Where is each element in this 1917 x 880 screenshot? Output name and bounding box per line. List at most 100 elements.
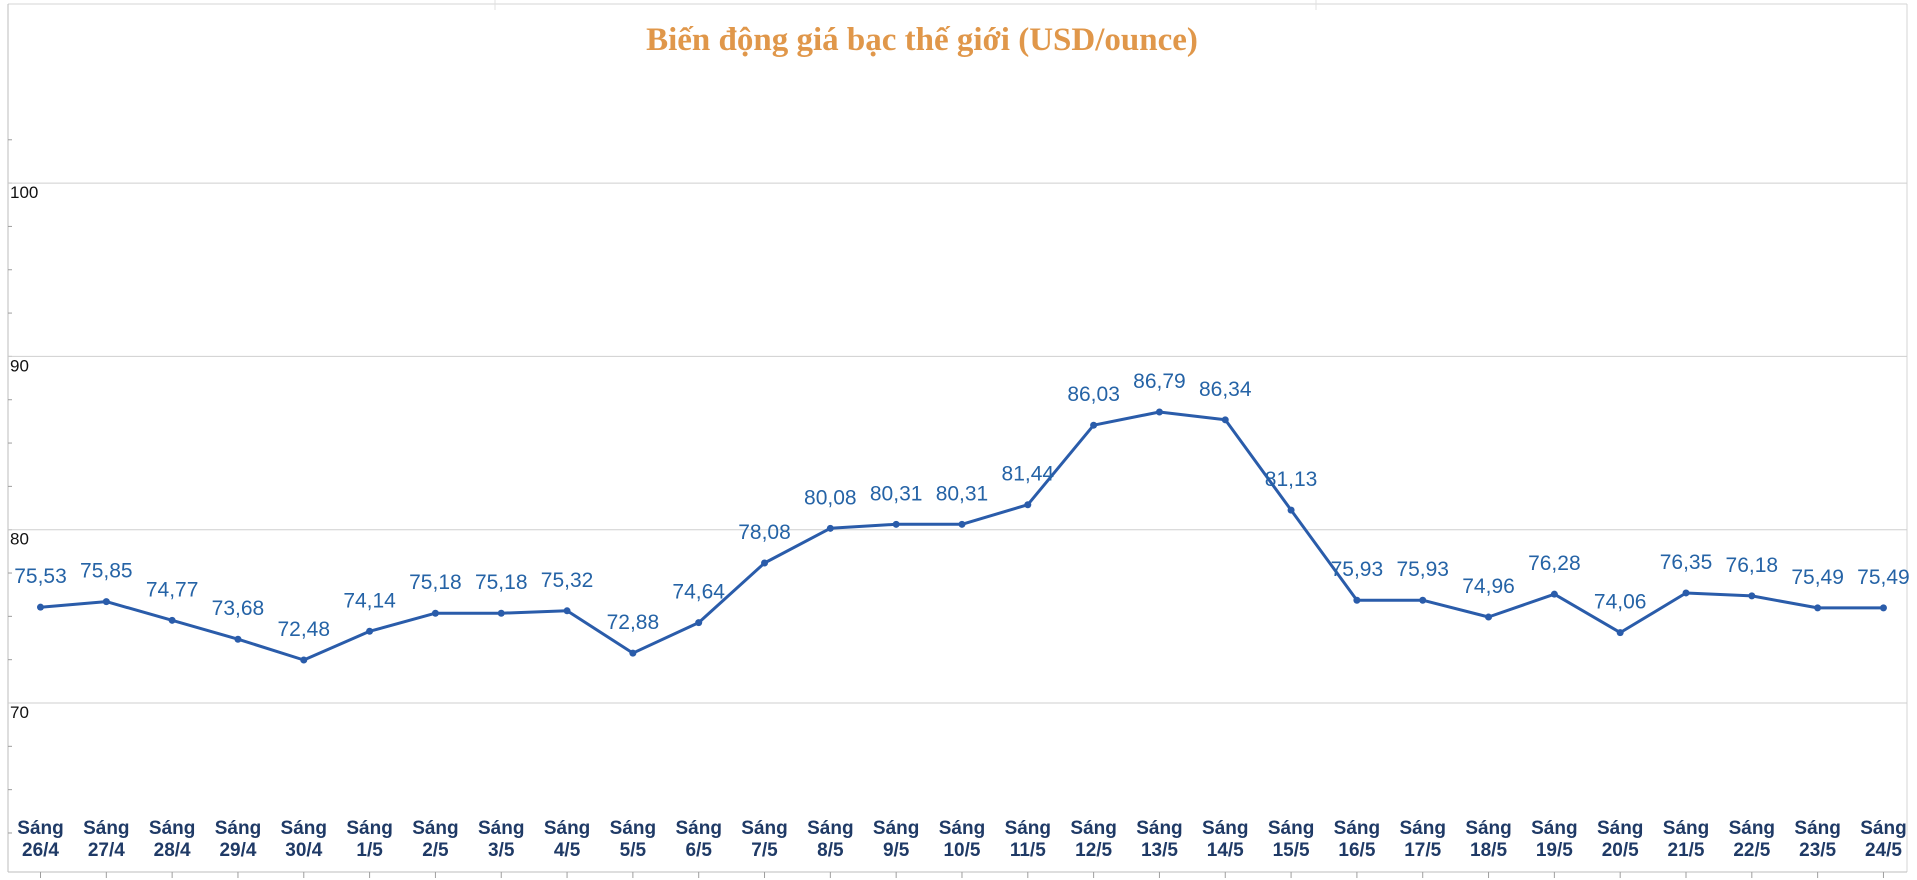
data-label: 76,18 xyxy=(1726,554,1779,577)
data-point xyxy=(431,609,439,617)
data-point xyxy=(892,520,900,528)
data-label: 86,03 xyxy=(1067,383,1120,406)
x-tick-label-line1: Sáng xyxy=(741,818,787,839)
x-tick-label-line1: Sáng xyxy=(1663,818,1709,839)
data-points xyxy=(37,408,1887,664)
chart-frame xyxy=(7,0,1908,873)
x-tick-label-line2: 26/4 xyxy=(22,840,59,861)
data-point xyxy=(366,627,374,635)
data-label: 74,14 xyxy=(343,589,396,612)
x-tick-label-line1: Sáng xyxy=(1202,818,1248,839)
data-point xyxy=(234,635,242,643)
x-tick-label-line2: 6/5 xyxy=(685,840,712,861)
x-tick-label-line1: Sáng xyxy=(1136,818,1182,839)
data-label: 75,93 xyxy=(1331,558,1384,581)
y-axis-ticks: 70 80 90 100 xyxy=(10,183,38,722)
data-point xyxy=(1419,596,1427,604)
y-tick-label: 70 xyxy=(10,703,29,722)
x-tick-label-line1: Sáng xyxy=(281,818,327,839)
data-label: 86,79 xyxy=(1133,370,1186,393)
data-point xyxy=(1616,629,1624,637)
x-tick-label-line2: 22/5 xyxy=(1733,840,1770,861)
x-tick-label-line2: 14/5 xyxy=(1207,840,1244,861)
data-label: 75,85 xyxy=(80,560,133,583)
data-point xyxy=(563,607,571,615)
data-label: 72,88 xyxy=(607,611,660,634)
x-tick-label-line1: Sáng xyxy=(675,818,721,839)
data-label: 74,06 xyxy=(1594,591,1647,614)
x-tick-label-line2: 20/5 xyxy=(1602,840,1639,861)
x-tick-label-line1: Sáng xyxy=(1597,818,1643,839)
data-label: 75,93 xyxy=(1396,558,1449,581)
data-point xyxy=(1550,590,1558,598)
data-point xyxy=(1090,421,1098,429)
data-point xyxy=(1748,592,1756,600)
data-label: 76,35 xyxy=(1660,551,1713,574)
x-tick-label-line2: 15/5 xyxy=(1273,840,1310,861)
x-tick-label-line2: 21/5 xyxy=(1668,840,1705,861)
x-tick-label-line1: Sáng xyxy=(17,818,63,839)
y-tick-label: 80 xyxy=(10,530,29,549)
x-tick-label-line2: 5/5 xyxy=(620,840,647,861)
x-tick-label-line2: 9/5 xyxy=(883,840,910,861)
x-tick-label-line1: Sáng xyxy=(1860,818,1906,839)
data-point xyxy=(1353,596,1361,604)
y-tick-label: 90 xyxy=(10,356,29,375)
data-label: 75,18 xyxy=(409,571,462,594)
data-label: 80,08 xyxy=(804,486,857,509)
x-tick-label-line1: Sáng xyxy=(1399,818,1445,839)
data-label: 75,32 xyxy=(541,569,594,592)
x-tick-label-line1: Sáng xyxy=(1005,818,1051,839)
data-point xyxy=(1024,501,1032,509)
x-tick-label-line2: 4/5 xyxy=(554,840,581,861)
x-tick-label-line2: 8/5 xyxy=(817,840,844,861)
x-axis-ticks: Sáng26/4Sáng27/4Sáng28/4Sáng29/4Sáng30/4… xyxy=(17,818,1907,878)
x-tick-label-line2: 2/5 xyxy=(422,840,449,861)
data-point xyxy=(695,619,703,627)
x-tick-label-line1: Sáng xyxy=(1334,818,1380,839)
data-label: 80,31 xyxy=(870,482,923,505)
x-tick-label-line1: Sáng xyxy=(149,818,195,839)
x-tick-label-line2: 3/5 xyxy=(488,840,515,861)
data-point xyxy=(629,649,637,657)
data-point xyxy=(1879,604,1887,612)
x-tick-label-line1: Sáng xyxy=(83,818,129,839)
data-label: 74,96 xyxy=(1462,575,1515,598)
data-point xyxy=(761,559,769,567)
data-point xyxy=(37,603,44,611)
x-tick-label-line1: Sáng xyxy=(1531,818,1577,839)
x-tick-label-line1: Sáng xyxy=(1268,818,1314,839)
x-tick-label-line2: 28/4 xyxy=(154,840,191,861)
data-point xyxy=(1287,506,1295,514)
data-label: 74,77 xyxy=(146,578,199,601)
x-tick-label-line1: Sáng xyxy=(1794,818,1840,839)
x-tick-label-line1: Sáng xyxy=(873,818,919,839)
x-tick-label-line1: Sáng xyxy=(1465,818,1511,839)
x-tick-label-line2: 7/5 xyxy=(751,840,778,861)
x-tick-label-line1: Sáng xyxy=(478,818,524,839)
x-tick-label-line1: Sáng xyxy=(1729,818,1775,839)
x-tick-label-line1: Sáng xyxy=(1070,818,1116,839)
data-point xyxy=(102,598,110,606)
x-tick-label-line2: 30/4 xyxy=(285,840,322,861)
chart-title: Biến động giá bạc thế giới (USD/ounce) xyxy=(646,22,1198,58)
data-label: 75,49 xyxy=(1791,566,1844,589)
x-tick-label-line2: 1/5 xyxy=(356,840,383,861)
data-label: 81,44 xyxy=(1002,463,1055,486)
data-label: 75,53 xyxy=(14,565,67,588)
data-point xyxy=(1485,613,1493,621)
x-tick-label-line2: 19/5 xyxy=(1536,840,1573,861)
data-label: 73,68 xyxy=(212,597,265,620)
data-label: 81,13 xyxy=(1265,468,1318,491)
data-point xyxy=(1155,408,1163,416)
x-tick-label-line1: Sáng xyxy=(346,818,392,839)
data-label: 75,18 xyxy=(475,571,528,594)
data-label: 76,28 xyxy=(1528,552,1581,575)
x-tick-label-line2: 29/4 xyxy=(219,840,256,861)
data-label: 78,08 xyxy=(738,521,791,544)
x-tick-label-line2: 12/5 xyxy=(1075,840,1112,861)
x-tick-label-line2: 11/5 xyxy=(1010,840,1046,861)
data-point xyxy=(826,524,834,532)
data-labels: 75,53 75,85 74,77 73,68 72,48 74,14 75,18 75,18… xyxy=(14,370,1910,641)
